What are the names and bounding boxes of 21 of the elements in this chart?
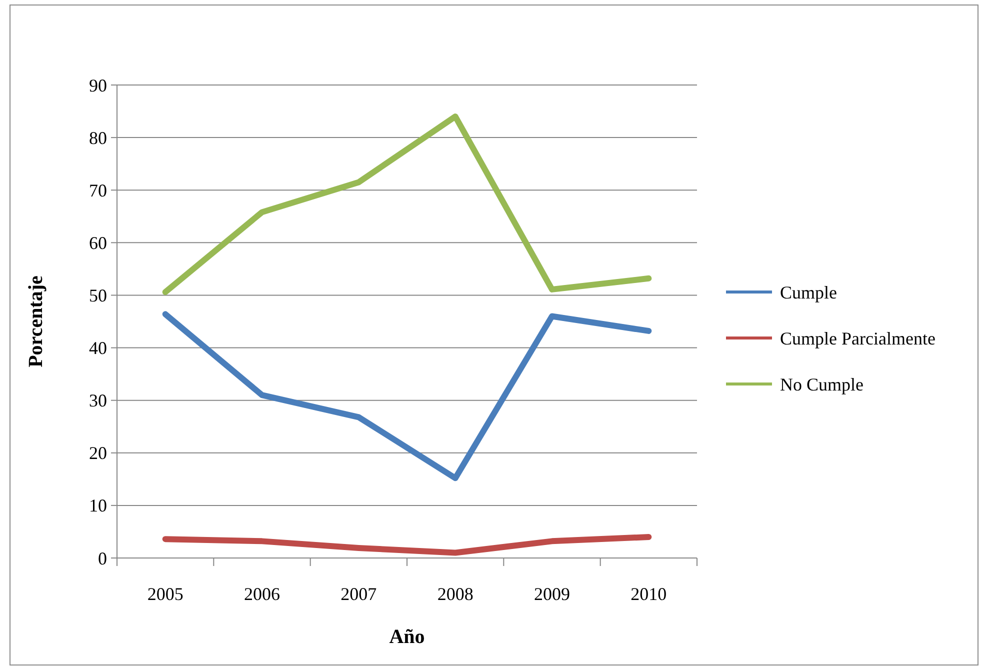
legend-label: Cumple [780, 282, 838, 302]
x-tick-label: 2010 [630, 584, 667, 604]
x-tick-label: 2009 [534, 584, 570, 604]
y-tick-label: 70 [89, 180, 107, 200]
y-tick-label: 80 [89, 128, 107, 148]
y-tick-label: 0 [98, 548, 107, 568]
y-tick-label: 20 [89, 443, 107, 464]
y-tick-label: 50 [89, 286, 107, 306]
x-axis-title: Año [389, 626, 425, 648]
y-tick-label: 60 [89, 232, 107, 253]
x-tick-label: 2008 [437, 584, 474, 604]
legend-label: No Cumple [780, 374, 864, 394]
x-tick-label: 2006 [244, 584, 280, 604]
y-tick-label: 90 [89, 75, 107, 96]
y-tick-label: 40 [89, 338, 107, 358]
y-axis-title: Porcentaje [25, 275, 47, 368]
x-tick-label: 2007 [340, 584, 377, 604]
legend-label: Cumple Parcialmente [780, 328, 936, 348]
x-tick-label: 2005 [147, 584, 184, 604]
y-tick-label: 10 [89, 496, 107, 516]
y-tick-label: 30 [89, 390, 107, 411]
